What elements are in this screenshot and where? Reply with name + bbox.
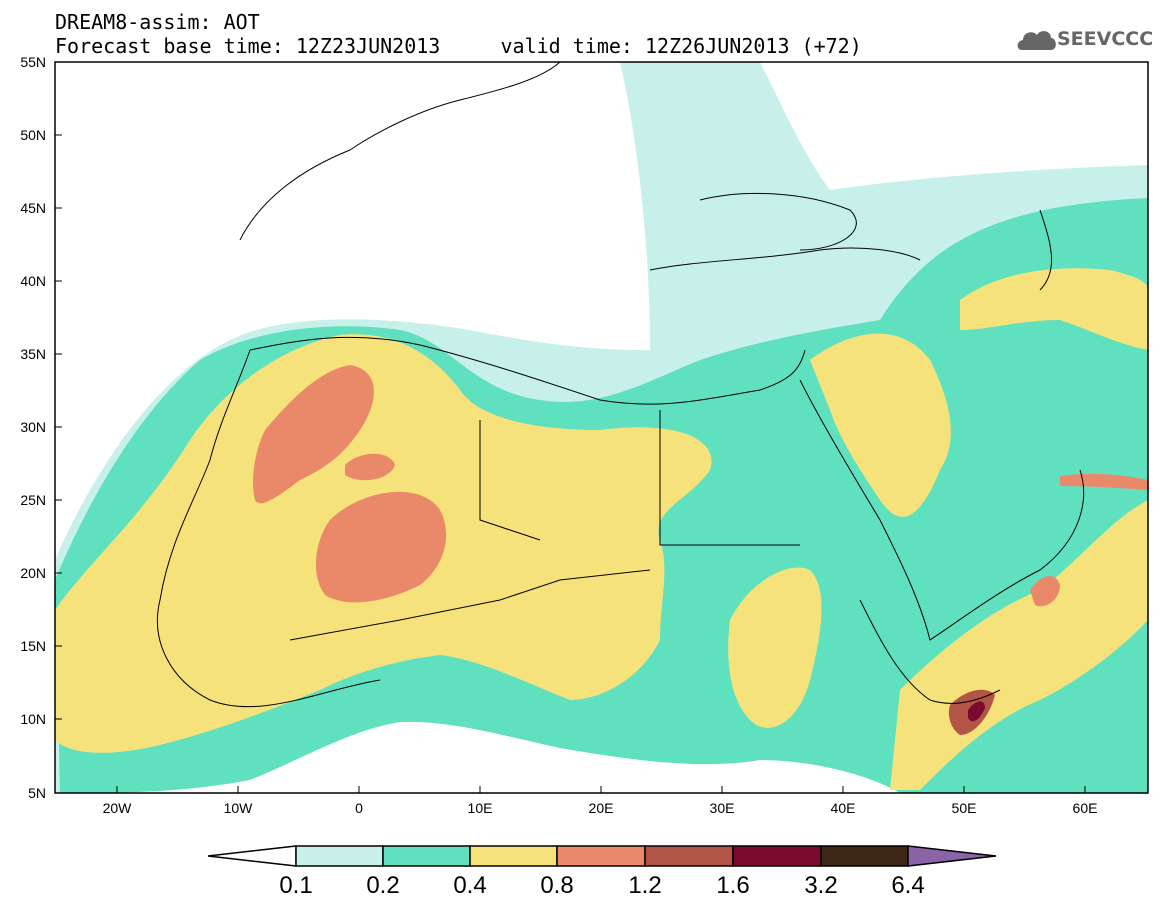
aot-band-0.4-east xyxy=(810,333,951,517)
lat-label-40n: 40N xyxy=(20,273,46,289)
colorbar xyxy=(207,845,997,867)
colorbar-label-0.2: 0.2 xyxy=(366,872,400,899)
title-line-2: Forecast base time: 12Z23JUN2013 valid t… xyxy=(55,34,862,58)
aot-band-0.4-sudan xyxy=(728,567,822,728)
coastline-africa xyxy=(249,336,806,405)
colorbar-label-0.8: 0.8 xyxy=(540,872,574,899)
lat-label-15n: 15N xyxy=(20,638,46,654)
aot-band-1.6-somalia xyxy=(968,701,985,722)
coastline-europe xyxy=(239,62,561,241)
lat-label-20n: 20N xyxy=(20,565,46,581)
lat-label-55n: 55N xyxy=(20,54,46,70)
colorbar-low-arrow xyxy=(207,845,297,867)
colorbar-label-3.2: 3.2 xyxy=(804,872,838,899)
colorbar-label-6.4: 6.4 xyxy=(891,872,925,899)
colorbar-label-1.6: 1.6 xyxy=(716,872,750,899)
lat-label-10n: 10N xyxy=(20,711,46,727)
colorbar-swatch-1 xyxy=(295,845,384,867)
colorbar-swatch-3 xyxy=(469,845,558,867)
europe-low-aot xyxy=(55,62,650,500)
lat-label-50n: 50N xyxy=(20,127,46,143)
lat-label-25n: 25N xyxy=(20,492,46,508)
colorbar-label-0.1: 0.1 xyxy=(279,872,313,899)
colorbar-swatch-5 xyxy=(644,845,734,867)
aot-band-0.8-south xyxy=(315,491,447,603)
lon-label-10w: 10W xyxy=(223,800,253,816)
lon-label-10e: 10E xyxy=(467,800,493,816)
border-libya xyxy=(479,420,541,541)
coastline-turkey xyxy=(649,247,921,271)
lon-label-50e: 50E xyxy=(951,800,977,816)
aot-band-0.4-iran xyxy=(960,268,1148,350)
border-egypt xyxy=(659,410,800,546)
logo-text: SEEVCCC xyxy=(1057,28,1154,50)
cloud-icon xyxy=(1017,31,1056,50)
lat-ticks xyxy=(55,61,62,794)
colorbar-label-0.4: 0.4 xyxy=(453,872,487,899)
lat-label-30n: 30N xyxy=(20,419,46,435)
lat-label-5n: 5N xyxy=(28,785,46,801)
lat-label-35n: 35N xyxy=(20,346,46,362)
colorbar-high-arrow xyxy=(907,845,997,867)
lon-label-0: 0 xyxy=(355,800,363,816)
border-sahel xyxy=(289,569,651,641)
coastline-caspian xyxy=(1039,209,1053,291)
coastline-arabia xyxy=(799,379,1085,641)
colorbar-swatch-4 xyxy=(556,845,646,867)
aot-band-0.8-north xyxy=(253,365,374,504)
lon-label-40e: 40E xyxy=(830,800,856,816)
coastline-black-sea xyxy=(699,192,857,251)
aot-band-0.8-mid xyxy=(345,453,395,481)
colorbar-swatch-6 xyxy=(732,845,822,867)
aot-band-0.8-oman xyxy=(1030,575,1060,607)
lon-ticks xyxy=(116,786,1086,793)
lon-label-30e: 30E xyxy=(709,800,735,816)
lon-label-20e: 20E xyxy=(588,800,614,816)
lat-label-45n: 45N xyxy=(20,200,46,216)
title-line-1: DREAM8-assim: AOT xyxy=(55,10,260,34)
colorbar-label-1.2: 1.2 xyxy=(628,872,662,899)
lon-label-20w: 20W xyxy=(102,800,132,816)
coastline-west-africa xyxy=(156,349,381,708)
colorbar-swatch-7 xyxy=(820,845,909,867)
lon-label-60e: 60E xyxy=(1072,800,1098,816)
colorbar-swatch-2 xyxy=(382,845,471,867)
coastline-horn xyxy=(859,599,1001,704)
